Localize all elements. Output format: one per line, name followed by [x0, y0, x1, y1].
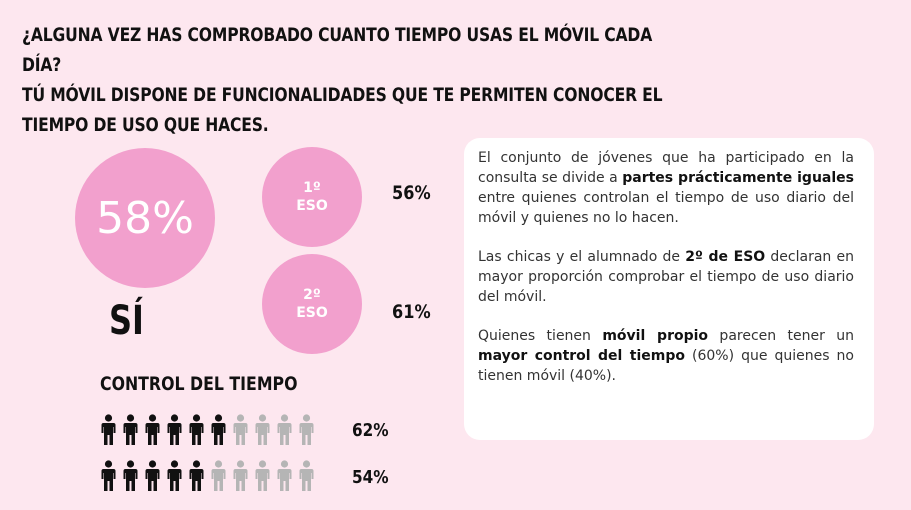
- person-empty-icon: [255, 460, 270, 491]
- person-empty-icon: [233, 414, 248, 445]
- course-1-percentage: 56%: [392, 182, 431, 204]
- people-row-1: [98, 414, 317, 446]
- course-1-line2: ESO: [296, 198, 328, 214]
- person-filled-icon: [167, 414, 182, 445]
- control-row-2-percentage: 54%: [352, 467, 389, 488]
- info-card: El conjunto de jóvenes que ha participad…: [464, 138, 874, 440]
- person-filled-icon: [123, 414, 138, 445]
- yes-label: SÍ: [109, 298, 144, 344]
- person-filled-icon: [101, 460, 116, 491]
- person-filled-icon: [101, 414, 116, 445]
- title-line-1: ¿Alguna vez has comprobado cuanto tiempo…: [22, 24, 653, 76]
- course-circle-1eso: 1º ESO: [262, 147, 362, 247]
- person-filled-icon: [123, 460, 138, 491]
- person-filled-icon: [189, 460, 204, 491]
- person-filled-icon: [145, 414, 160, 445]
- person-empty-icon: [233, 460, 248, 491]
- info-paragraph-1: El conjunto de jóvenes que ha participad…: [478, 150, 854, 226]
- control-row-1-percentage: 62%: [352, 420, 389, 441]
- course-2-line1: 2º: [303, 287, 321, 303]
- person-empty-icon: [299, 414, 314, 445]
- main-percentage-value: 58%: [96, 192, 194, 244]
- person-filled-icon: [189, 414, 204, 445]
- course-2-line2: ESO: [296, 305, 328, 321]
- person-filled-icon: [211, 414, 226, 445]
- info-paragraph-2: Las chicas y el alumnado de 2º de ESO de…: [478, 249, 855, 305]
- course-circle-2eso: 2º ESO: [262, 254, 362, 354]
- course-1-line1: 1º: [303, 180, 321, 196]
- title-line-3: tiempo de uso que haces.: [22, 114, 269, 136]
- person-empty-icon: [211, 460, 226, 491]
- main-percentage-circle: 58%: [75, 148, 215, 288]
- person-empty-icon: [277, 460, 292, 491]
- control-heading: CONTROL DEL TIEMPO: [100, 373, 298, 395]
- person-empty-icon: [299, 460, 314, 491]
- info-paragraph-3: Quienes tienen móvil propio parecen tene…: [478, 328, 855, 384]
- person-filled-icon: [167, 460, 182, 491]
- people-row-2: [98, 460, 317, 492]
- person-filled-icon: [145, 460, 160, 491]
- page-title: ¿Alguna vez has comprobado cuanto tiempo…: [22, 20, 678, 140]
- person-empty-icon: [255, 414, 270, 445]
- person-empty-icon: [277, 414, 292, 445]
- course-2-percentage: 61%: [392, 301, 431, 323]
- title-line-2: Tú móvil dispone de funcionalidades que …: [22, 84, 663, 106]
